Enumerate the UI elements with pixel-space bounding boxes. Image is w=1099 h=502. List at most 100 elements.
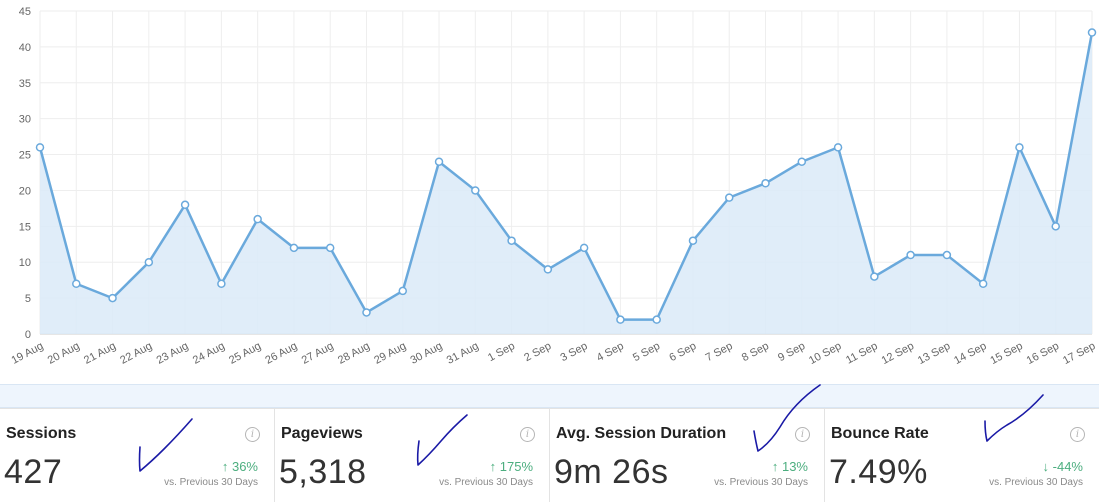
data-point [325,243,335,253]
metric-title: Pageviews [281,425,363,442]
info-icon[interactable]: i [1070,427,1085,442]
x-tick-label: 9 Sep [776,340,807,364]
data-point [797,157,807,166]
x-tick-label: 24 Aug [191,340,227,367]
metrics-row: Sessions 427 i ↑ 36% vs. Previous 30 Day… [0,384,1099,502]
handwritten-checkmark-icon [984,394,1044,442]
x-tick-label: 19 Aug [10,340,46,367]
y-tick-label: 30 [19,114,31,126]
y-tick-label: 10 [19,257,31,269]
y-tick-label: 5 [25,293,31,305]
data-point [579,243,589,253]
x-tick-label: 28 Aug [336,340,372,367]
data-point [217,279,226,289]
metric-value: 5,318 [279,453,367,491]
data-point [942,250,952,260]
x-tick-label: 31 Aug [445,340,481,367]
metric-compare-label: vs. Previous 30 Days [714,477,808,488]
metric-card-avg-session-duration[interactable]: Avg. Session Duration 9m 26s i ↑ 13% vs.… [550,384,825,502]
handwritten-checkmark-icon [138,418,193,472]
data-point [978,279,988,289]
x-tick-label: 12 Sep [880,340,916,367]
y-tick-label: 45 [19,6,31,18]
line-chart-svg: 0 5 10 15 20 25 30 35 40 45 19 Aug 20 Aug 21 Aug 22 A… [10,6,1098,367]
metric-card-sessions[interactable]: Sessions 427 i ↑ 36% vs. Previous 30 Day… [0,408,275,502]
x-tick-label: 21 Aug [82,340,118,367]
y-tick-label: 35 [19,78,31,90]
data-point [1015,143,1024,152]
x-tick-label: 27 Aug [300,340,336,367]
y-tick-label: 40 [19,42,31,54]
info-icon[interactable]: i [795,427,810,442]
y-tick-label: 20 [19,185,31,197]
data-point [362,308,371,317]
metric-value: 427 [4,453,63,491]
metric-value: 7.49% [829,453,928,491]
series-area [40,32,1092,335]
data-point [1087,28,1097,37]
metric-title: Bounce Rate [831,425,929,442]
data-point [688,236,698,245]
metric-compare-label: vs. Previous 30 Days [164,477,258,488]
x-tick-label: 1 Sep [486,340,517,364]
data-point [906,250,915,260]
data-point [1051,222,1060,231]
arrow-up-icon: ↑ [489,459,497,474]
metric-card-pageviews[interactable]: Pageviews 5,318 i ↑ 175% vs. Previous 30… [275,408,550,502]
metric-title: Sessions [6,425,77,442]
data-point [108,293,117,303]
x-tick-label: 14 Sep [952,340,988,367]
y-tick-label: 25 [19,150,31,162]
x-tick-label: 3 Sep [559,340,590,364]
data-point [724,193,734,202]
data-point [180,200,190,210]
data-point [507,236,516,245]
data-point [543,265,553,274]
x-tick-label: 6 Sep [667,340,698,364]
arrow-up-icon: ↑ [771,459,779,474]
arrow-up-icon: ↑ [221,459,229,474]
metric-change: ↑ 175% [490,459,533,474]
data-point [434,157,444,166]
metric-change: ↑ 13% [772,459,808,474]
x-tick-label: 8 Sep [740,340,771,364]
x-tick-label: 25 Aug [227,340,263,367]
sessions-chart: 0 5 10 15 20 25 30 35 40 45 19 Aug 20 Aug 21 Aug 22 A… [10,6,1098,367]
metric-title: Avg. Session Duration [556,425,727,442]
arrow-down-icon: ↓ [1042,459,1050,474]
metric-compare-label: vs. Previous 30 Days [439,477,533,488]
x-tick-label: 30 Aug [409,340,445,367]
x-tick-label: 26 Aug [263,340,299,367]
x-tick-label: 16 Sep [1025,340,1061,367]
x-tick-label: 15 Sep [988,340,1024,367]
data-point [870,272,879,281]
metric-card-bounce-rate[interactable]: Bounce Rate 7.49% i ↓ -44% vs. Previous … [825,394,1099,502]
y-tick-label: 15 [19,221,31,233]
series-line [38,32,1094,321]
data-point [144,257,154,267]
data-point [833,143,843,152]
metric-change-value: 13% [781,459,808,474]
data-point [761,179,770,188]
x-tick-label: 20 Aug [46,340,82,367]
data-point [289,243,299,253]
metric-compare-label: vs. Previous 30 Days [989,477,1083,488]
metric-change-value: 36% [231,459,258,474]
date-range-navigator[interactable] [0,384,1099,408]
data-point [398,286,408,296]
x-tick-label: 10 Sep [807,340,843,367]
data-point [72,279,81,289]
x-tick-label: 22 Aug [118,340,154,367]
data-point [35,143,45,152]
info-icon[interactable]: i [520,427,535,442]
x-tick-label: 29 Aug [372,340,408,367]
x-tick-label: 5 Sep [631,340,662,364]
data-point [652,315,661,324]
metric-change-value: 175% [499,459,533,474]
metric-change-value: -44% [1052,459,1083,474]
info-icon[interactable]: i [245,427,260,442]
x-tick-label: 17 Sep [1061,340,1097,367]
data-point [616,315,625,324]
metric-value: 9m 26s [554,453,669,491]
data-point [253,214,262,224]
